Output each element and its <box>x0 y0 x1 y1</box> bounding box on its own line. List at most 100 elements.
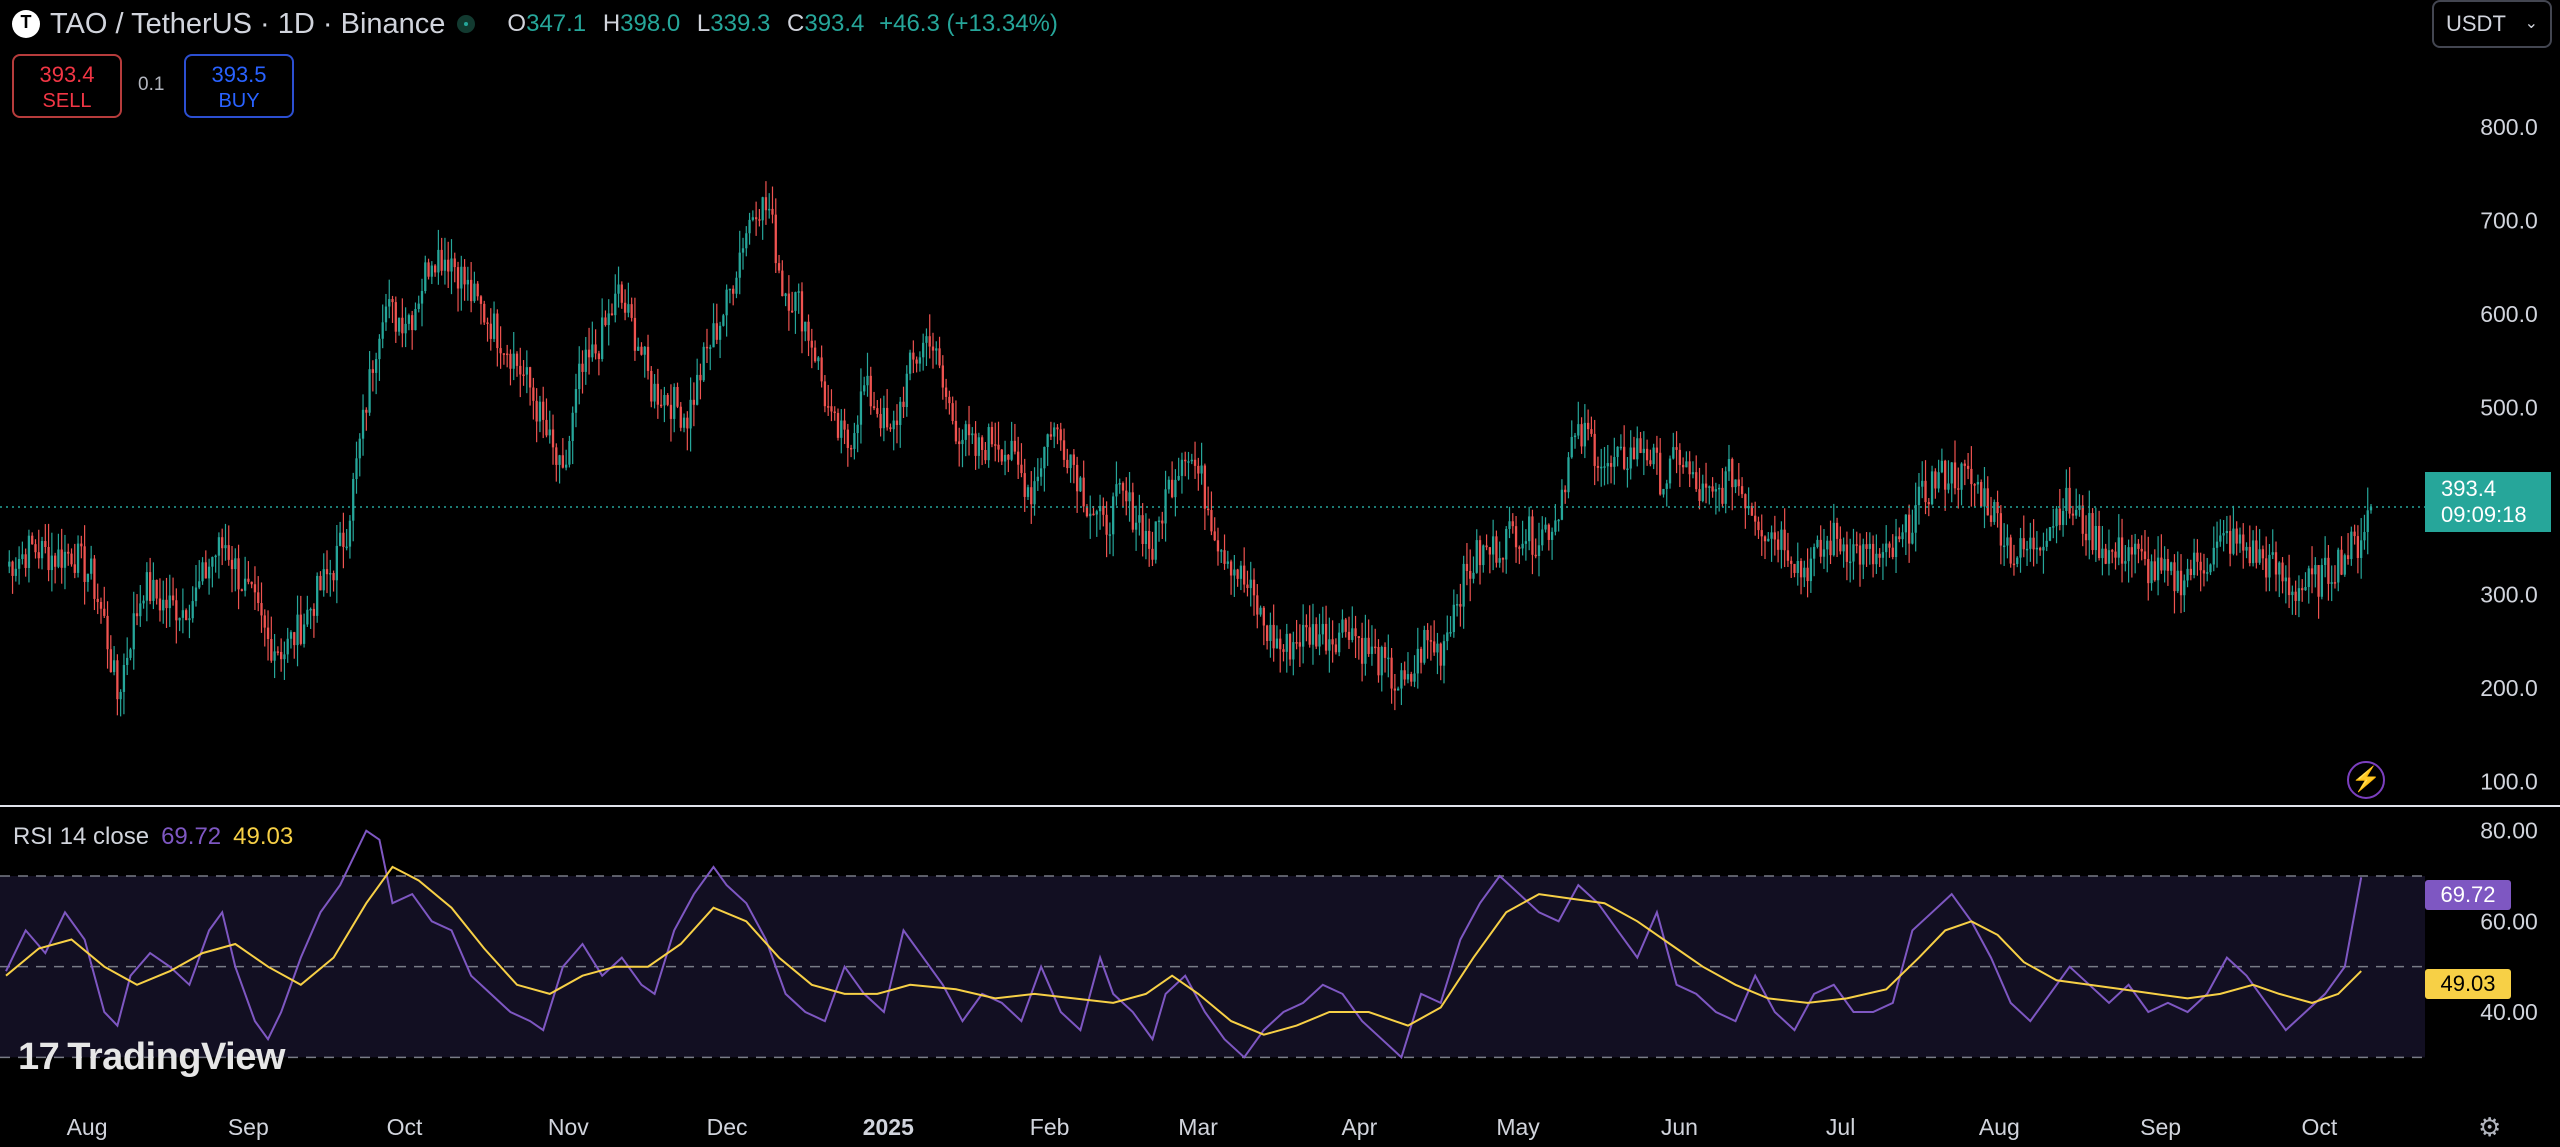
candle-body <box>1845 544 1849 562</box>
candle-body <box>712 323 715 348</box>
candle-body <box>273 651 276 661</box>
candle-body <box>977 437 981 456</box>
candle-body <box>630 304 633 318</box>
time-axis-tick: Apr <box>1341 1114 1377 1140</box>
candle-body <box>2002 545 2006 548</box>
candle-body <box>391 299 394 303</box>
candle-body <box>1485 545 1488 548</box>
candle-body <box>1737 479 1740 487</box>
candle-body <box>489 323 492 339</box>
candle-body <box>83 546 86 582</box>
tradingview-logo-icon: 17 <box>18 1036 60 1078</box>
buy-button[interactable]: 393.5 BUY <box>184 54 294 118</box>
candle-body <box>2097 525 2101 559</box>
candle-body <box>849 447 853 450</box>
sell-button[interactable]: 393.4 SELL <box>12 54 122 118</box>
candle-body <box>329 573 332 575</box>
candle-body <box>843 420 846 430</box>
candle-body <box>1246 584 1249 589</box>
candle-body <box>705 346 709 349</box>
candle-body <box>1426 629 1429 641</box>
market-status-icon <box>457 15 476 33</box>
gear-icon[interactable]: ⚙ <box>2478 1112 2502 1142</box>
candle-body <box>112 660 116 673</box>
candle-body <box>771 208 774 215</box>
candle-body <box>964 424 967 440</box>
candle-body <box>2192 552 2196 576</box>
rsi-legend[interactable]: RSI 14 close 69.72 49.03 <box>13 823 293 851</box>
candle-body <box>1488 547 1492 555</box>
candle-body <box>1950 462 1953 484</box>
candle-body <box>2350 531 2353 560</box>
lightning-icon[interactable]: ⚡ <box>2347 761 2385 799</box>
candle-body <box>2189 568 2192 576</box>
candle-body <box>90 558 93 574</box>
candle-body <box>1308 627 1311 645</box>
candle-body <box>735 277 738 294</box>
candle-body <box>604 317 607 326</box>
candle-body <box>2356 536 2360 558</box>
rsi-axis-tick: 80.00 <box>2480 818 2538 844</box>
candle-body <box>31 535 34 545</box>
candle-body <box>823 381 827 407</box>
candle-body <box>1652 447 1655 465</box>
candle-body <box>614 293 617 316</box>
candle-body <box>433 265 437 273</box>
candle-body <box>1731 459 1734 488</box>
candle-body <box>214 555 217 558</box>
candle-body <box>502 353 506 355</box>
candle-body <box>1701 483 1704 501</box>
candle-body <box>1819 539 1822 557</box>
candle-body <box>1685 461 1688 468</box>
candle-body <box>2229 531 2232 554</box>
symbol-title[interactable]: TAO / TetherUS · 1D · Binance <box>50 7 446 40</box>
candle-body <box>1711 486 1714 492</box>
candle-body <box>145 572 148 601</box>
candle-body <box>882 407 886 429</box>
candle-body <box>2166 559 2170 571</box>
candle-body <box>2307 568 2310 587</box>
candle-body <box>2284 577 2287 582</box>
candle-body <box>2009 537 2012 564</box>
candle-body <box>342 532 345 547</box>
candle-body <box>302 624 306 644</box>
candle-body <box>492 313 496 339</box>
candle-body <box>1911 532 1914 544</box>
candle-body <box>1243 565 1246 585</box>
time-axis-tick: Sep <box>2140 1114 2181 1140</box>
candle-body <box>702 346 705 381</box>
candle-body <box>1098 505 1102 512</box>
candle-body <box>1921 480 1924 487</box>
candle-body <box>2124 561 2127 564</box>
candle-body <box>820 357 823 382</box>
candle-body <box>1763 536 1767 542</box>
candle-body <box>2245 546 2248 551</box>
candle-body <box>1534 554 1537 557</box>
candle-body <box>512 353 515 369</box>
currency-select[interactable]: USDT ⌄ <box>2432 0 2552 48</box>
time-axis-tick: Jul <box>1826 1114 1855 1140</box>
candle-body <box>1449 632 1452 634</box>
time-axis-tick: Jun <box>1661 1114 1698 1140</box>
candle-body <box>1668 458 1672 484</box>
candle-body <box>374 359 378 373</box>
candle-body <box>63 551 67 568</box>
candle-body <box>394 302 397 332</box>
sell-label: SELL <box>42 90 92 112</box>
candle-body <box>994 444 997 446</box>
spread-value: 0.1 <box>138 74 165 95</box>
candle-body <box>2261 549 2265 559</box>
candle-body <box>1455 604 1459 606</box>
candle-body <box>866 375 869 386</box>
candle-body <box>872 406 876 409</box>
candle-body <box>2183 580 2186 596</box>
candle-body <box>1478 540 1482 566</box>
candle-body <box>2353 531 2356 537</box>
candle-body <box>237 558 240 590</box>
candle-body <box>791 310 794 313</box>
candle-body <box>14 568 17 576</box>
candle-body <box>1564 489 1567 493</box>
candle-body <box>496 313 499 349</box>
candle-body <box>1148 530 1151 549</box>
